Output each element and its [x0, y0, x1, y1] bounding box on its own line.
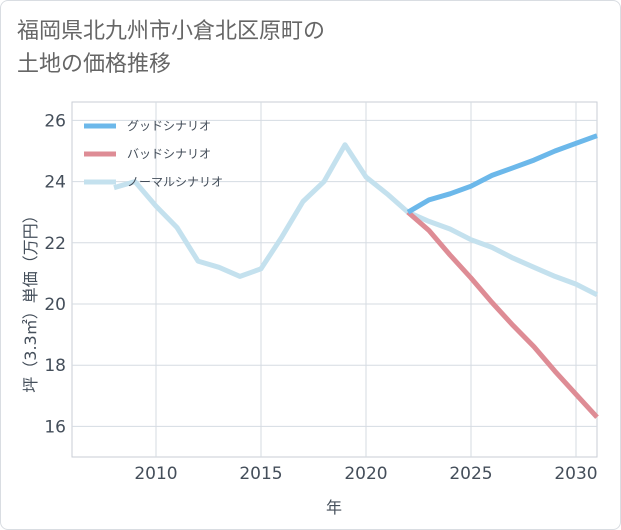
legend-label-0: グッドシナリオ: [127, 119, 211, 133]
y-tick-label: 22: [44, 234, 66, 254]
x-tick-label: 2025: [449, 464, 492, 484]
series-lines: [113, 133, 599, 419]
series-line-1: [406, 210, 599, 419]
y-tick-label: 20: [44, 295, 66, 315]
tick-labels: 2010 2015 2020 2025 2030 16 18 20 22 24 26: [44, 111, 597, 484]
series-line-2: [113, 142, 599, 298]
y-tick-label: 18: [44, 356, 66, 376]
y-tick-label: 24: [44, 173, 66, 193]
x-tick-label: 2015: [239, 464, 282, 484]
series-line-0: [406, 133, 598, 215]
legend-label-2: ノーマルシナリオ: [127, 175, 223, 189]
x-tick-label: 2030: [554, 464, 597, 484]
chart-title: 福岡県北九州市小倉北区原町の 土地の価格推移: [17, 19, 326, 77]
plot-area: [71, 101, 598, 458]
y-tick-label: 26: [44, 111, 66, 131]
y-axis-title: 坪（3.3㎡）単価（万円）: [21, 207, 40, 392]
x-axis-title: 年: [326, 498, 342, 517]
y-tick-label: 16: [44, 417, 66, 437]
legend-label-1: バッドシナリオ: [127, 147, 211, 161]
x-tick-label: 2010: [134, 464, 177, 484]
x-tick-label: 2020: [344, 464, 387, 484]
